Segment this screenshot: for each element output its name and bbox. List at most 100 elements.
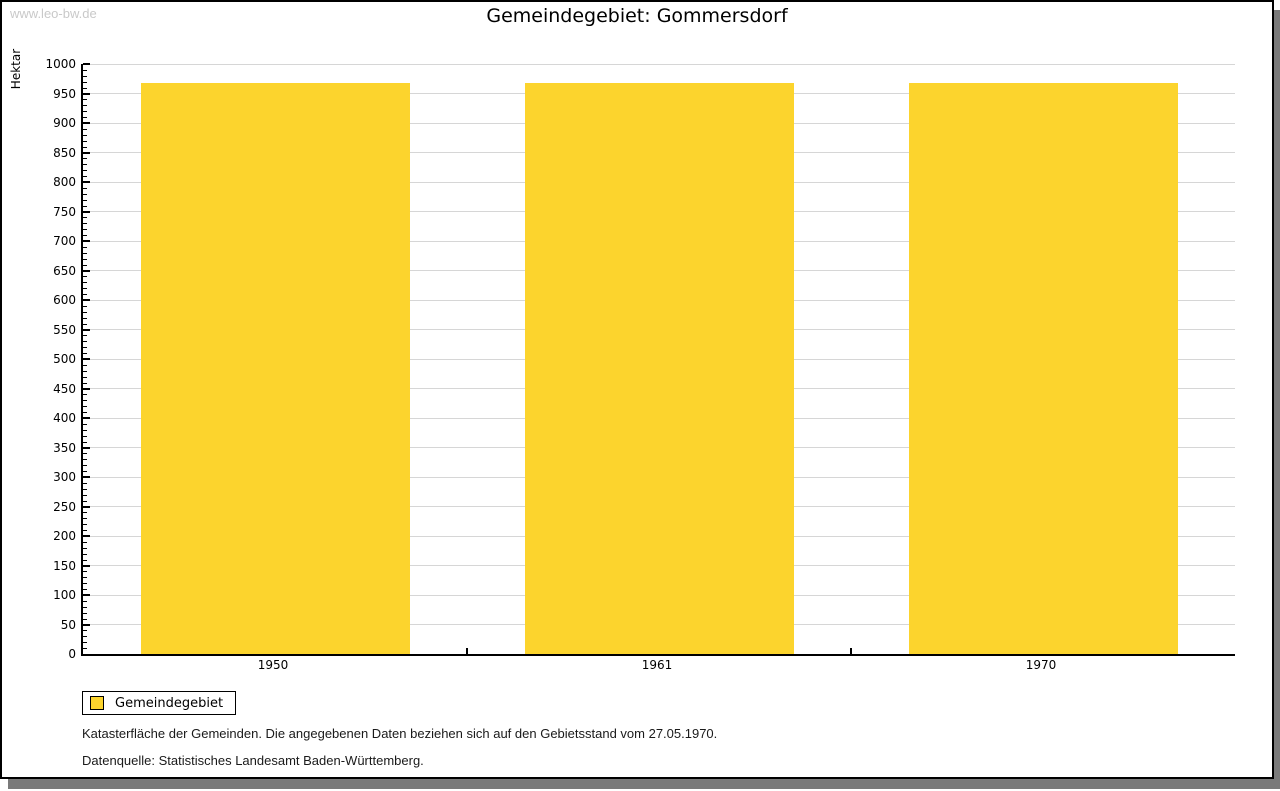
y-axis-minor-tick <box>83 128 87 130</box>
y-axis-major-tick <box>83 446 90 449</box>
y-axis-tick-label: 100 <box>53 588 76 602</box>
y-axis-title: Hektar <box>9 48 23 90</box>
y-axis-minor-tick <box>83 158 87 160</box>
y-axis-minor-tick <box>83 235 87 237</box>
y-axis-tick-label: 250 <box>53 499 76 514</box>
y-axis-minor-tick <box>83 500 87 502</box>
y-axis-minor-tick <box>83 482 87 484</box>
y-axis-minor-tick <box>83 75 87 77</box>
y-axis-major-tick <box>83 92 90 95</box>
y-axis-tick-label: 850 <box>53 145 76 160</box>
y-axis-tick-label: 650 <box>53 263 76 278</box>
y-axis-major-tick <box>83 476 90 478</box>
y-axis-minor-tick <box>83 423 87 425</box>
y-axis-minor-tick <box>83 429 87 431</box>
y-axis-minor-tick <box>83 323 87 325</box>
y-axis-major-tick <box>83 594 90 596</box>
y-axis-minor-tick <box>83 246 87 248</box>
y-axis-minor-tick <box>83 453 87 455</box>
y-axis-minor-tick <box>83 530 87 532</box>
y-axis-major-tick <box>83 505 90 508</box>
y-axis-minor-tick <box>83 518 87 520</box>
y-axis-minor-tick <box>83 488 87 490</box>
y-axis-major-tick <box>83 564 90 567</box>
legend-color-swatch-icon <box>90 696 104 710</box>
y-axis-minor-tick <box>83 176 87 178</box>
y-axis-major-tick <box>83 387 90 390</box>
y-axis-major-tick <box>83 299 90 301</box>
y-axis-tick-label: 700 <box>53 234 76 248</box>
y-axis-major-tick <box>83 210 90 213</box>
y-axis-minor-tick <box>83 99 87 101</box>
y-axis-minor-tick <box>83 199 87 201</box>
y-axis-minor-tick <box>83 335 87 337</box>
y-axis-minor-tick <box>83 465 87 467</box>
x-axis-category-labels: 1950 1961 1970 <box>81 658 1233 674</box>
y-axis-tick-label: 450 <box>53 381 76 396</box>
y-axis-major-tick <box>83 623 90 626</box>
x-axis-category-label: 1970 <box>1025 658 1057 672</box>
y-axis-tick-label: 200 <box>53 529 76 543</box>
y-axis-minor-tick <box>83 341 87 343</box>
y-axis-tick-labels: 0 50 100 150 200 250 300 350 400 450 500 550 600 650 7… <box>30 57 76 661</box>
y-axis-minor-tick <box>83 282 87 284</box>
y-axis-minor-tick <box>83 494 87 496</box>
chart-title: Gemeindegebiet: Gommersdorf <box>486 5 788 27</box>
y-axis-minor-tick <box>83 146 87 148</box>
y-axis-tick-label: 1000 <box>45 57 76 71</box>
y-axis-tick-label: 50 <box>60 617 76 632</box>
y-axis-major-tick <box>83 535 90 537</box>
y-axis-minor-tick <box>83 217 87 219</box>
y-axis-minor-tick <box>83 111 87 113</box>
y-axis-major-tick <box>83 269 90 272</box>
y-axis-minor-tick <box>83 376 87 378</box>
y-axis-major-tick <box>83 240 90 242</box>
y-axis-minor-tick <box>83 406 87 408</box>
y-axis-minor-tick <box>83 117 87 119</box>
legend-box: Gemeindegebiet <box>82 691 237 715</box>
y-axis-tick-label: 350 <box>53 440 76 455</box>
y-axis-tick-label: 400 <box>53 411 76 425</box>
x-axis-boundary-tick <box>466 648 468 654</box>
y-axis-minor-tick <box>83 317 87 319</box>
y-axis-minor-tick <box>83 288 87 290</box>
y-axis-minor-tick <box>83 618 87 620</box>
y-axis-tick-label: 300 <box>53 470 76 484</box>
y-axis-minor-tick <box>83 512 87 514</box>
y-axis-minor-tick <box>83 441 87 443</box>
x-axis-boundary-tick <box>850 648 852 654</box>
y-axis-minor-tick <box>83 642 87 644</box>
y-axis-minor-tick <box>83 164 87 166</box>
y-axis-minor-tick <box>83 412 87 414</box>
y-axis-minor-tick <box>83 193 87 195</box>
footnote-description: Katasterfläche der Gemeinden. Die angege… <box>82 726 718 741</box>
bar-1950 <box>140 83 410 654</box>
y-axis-major-tick <box>83 63 90 65</box>
y-axis-minor-tick <box>83 134 87 136</box>
y-axis-minor-tick <box>83 612 87 614</box>
y-axis-major-tick <box>83 417 90 419</box>
y-axis-minor-tick <box>83 229 87 231</box>
y-axis-minor-tick <box>83 264 87 266</box>
footnote-data-source: Datenquelle: Statistisches Landesamt Bad… <box>82 753 424 768</box>
x-axis-category-label: 1961 <box>641 658 673 672</box>
y-axis-tick-label: 550 <box>53 322 76 337</box>
bar-1961 <box>524 83 794 654</box>
y-axis-minor-tick <box>83 294 87 296</box>
y-axis-tick-label: 800 <box>53 175 76 189</box>
y-gridline <box>83 63 1235 65</box>
y-axis-minor-tick <box>83 223 87 225</box>
y-axis-tick-label: 500 <box>53 352 76 366</box>
y-axis-minor-tick <box>83 252 87 254</box>
y-axis-minor-tick <box>83 606 87 608</box>
y-axis-minor-tick <box>83 105 87 107</box>
y-axis-minor-tick <box>83 553 87 555</box>
plot-area <box>81 63 1235 656</box>
y-axis-minor-tick <box>83 353 87 355</box>
y-axis-minor-tick <box>83 87 87 89</box>
y-axis-minor-tick <box>83 471 87 473</box>
y-axis-tick-label: 150 <box>53 558 76 573</box>
y-axis-minor-tick <box>83 347 87 349</box>
y-axis-minor-tick <box>83 187 87 189</box>
y-axis-minor-tick <box>83 571 87 573</box>
